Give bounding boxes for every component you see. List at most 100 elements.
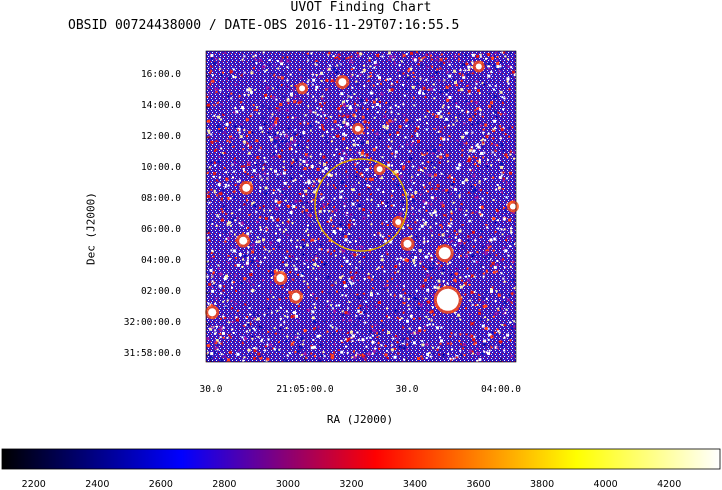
image-pixel [321,169,325,173]
image-pixel [406,343,409,346]
image-pixel [253,203,256,207]
image-pixel [284,193,287,196]
image-pixel [227,184,230,187]
image-pixel [217,215,220,218]
image-pixel [224,208,227,211]
image-pixel [365,257,368,260]
image-pixel [272,95,276,99]
image-pixel [426,110,429,112]
image-pixel [254,58,257,61]
image-pixel [487,352,490,355]
colorbar-tick-label: 4000 [593,479,618,490]
image-pixel [300,354,303,356]
image-pixel [411,253,414,256]
image-pixel [320,229,323,232]
image-pixel [285,327,288,329]
image-pixel [239,135,243,139]
image-pixel [209,355,213,359]
image-pixel [381,156,384,159]
image-pixel [385,102,388,104]
image-pixel [358,261,361,264]
image-pixel [431,175,434,178]
image-pixel [233,157,236,160]
image-pixel [503,228,506,231]
image-pixel [379,175,382,178]
image-pixel [454,187,458,191]
y-tick-label: 16:00.0 [140,69,181,80]
image-pixel [497,307,500,310]
image-pixel [326,300,329,303]
image-pixel [212,282,215,285]
image-pixel [462,62,466,66]
image-pixel [440,202,444,206]
image-pixel [333,214,336,217]
image-pixel [350,276,354,280]
image-pixel [388,119,392,123]
image-pixel [255,139,259,143]
image-pixel [439,348,442,351]
image-pixel [488,257,491,260]
image-pixel [447,112,450,115]
image-pixel [419,193,422,196]
image-pixel [351,188,354,190]
image-pixel [481,352,484,355]
image-pixel [252,317,255,320]
image-pixel [485,57,487,60]
image-pixel [272,219,275,222]
image-pixel [474,87,477,90]
image-pixel [294,84,297,87]
image-pixel [229,197,232,200]
image-pixel [460,353,463,356]
image-pixel [458,163,462,167]
image-pixel [252,104,255,107]
image-pixel [208,132,211,135]
image-pixel [280,284,283,287]
image-pixel [375,352,377,355]
image-pixel [323,102,326,105]
image-pixel [249,230,252,233]
image-pixel [474,341,477,344]
image-pixel [353,355,357,359]
image-pixel [262,51,265,54]
image-pixel [253,347,256,350]
image-pixel [470,185,473,188]
image-pixel [371,340,375,344]
image-pixel [487,327,490,330]
image-pixel [438,353,441,356]
image-pixel [336,185,339,188]
image-pixel [491,151,494,154]
image-pixel [335,135,338,137]
image-pixel [513,287,516,290]
image-pixel [275,348,279,352]
image-pixel [213,189,216,192]
image-pixel [339,250,342,253]
image-pixel [423,153,426,156]
image-pixel [413,104,416,107]
image-pixel [278,155,282,159]
image-pixel [319,197,322,200]
image-pixel [471,53,475,57]
image-pixel [402,285,405,288]
image-pixel [364,350,366,353]
image-pixel [227,76,231,80]
image-pixel [248,88,252,92]
image-pixel [280,193,283,196]
image-pixel [327,250,329,253]
image-pixel [352,113,356,117]
image-pixel [393,294,396,297]
image-pixel [308,109,312,113]
image-pixel [408,226,411,229]
image-pixel [258,285,261,287]
image-pixel [259,175,262,178]
image-pixel [461,181,465,185]
image-pixel [228,321,231,324]
image-pixel [305,193,308,196]
image-pixel [484,123,488,127]
image-pixel [433,210,437,214]
image-pixel [431,152,434,155]
image-pixel [437,279,441,283]
image-pixel [469,74,472,77]
image-pixel [413,331,417,335]
image-pixel [358,151,361,154]
image-pixel [344,226,347,229]
